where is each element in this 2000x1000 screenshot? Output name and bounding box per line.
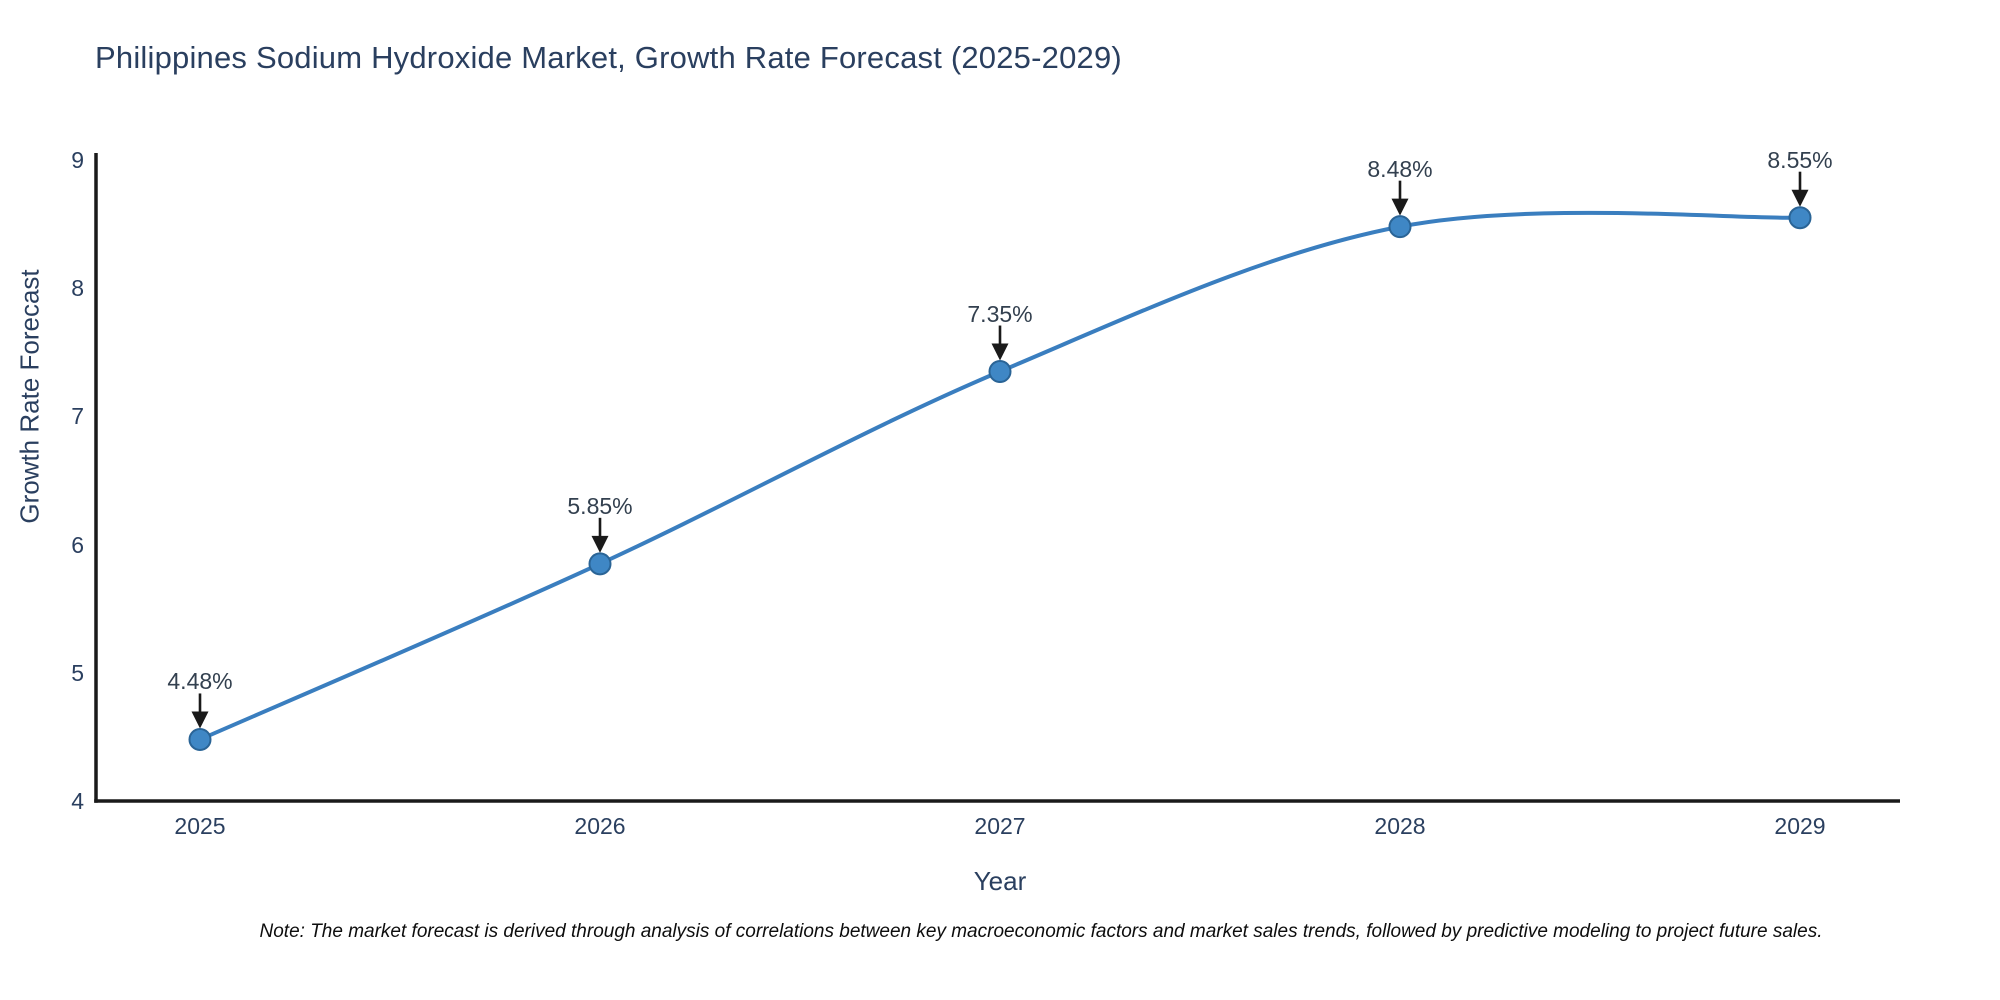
x-tick-label: 2026 xyxy=(574,813,626,839)
data-point-marker[interactable] xyxy=(588,552,612,576)
y-tick-label: 9 xyxy=(71,147,84,173)
y-tick-label: 8 xyxy=(71,275,84,302)
annotation-arrowhead-icon xyxy=(991,343,1009,361)
x-tick-label: 2027 xyxy=(974,813,1026,839)
data-point-label: 8.48% xyxy=(1367,155,1433,182)
forecast-line xyxy=(199,210,1801,742)
annotation-arrowhead-icon xyxy=(1791,189,1809,207)
x-tick-label: 2025 xyxy=(174,813,226,839)
x-axis-title: Year xyxy=(973,866,1027,896)
data-point-marker[interactable] xyxy=(188,727,212,751)
data-point-label: 7.35% xyxy=(967,300,1033,327)
annotation-arrowhead-icon xyxy=(191,711,209,729)
footnote: Note: The market forecast is derived thr… xyxy=(259,921,1823,942)
y-tick-label: 6 xyxy=(71,531,84,558)
data-point-label: 8.55% xyxy=(1767,146,1833,173)
data-point-label: 4.48% xyxy=(167,668,233,695)
y-tick-label: 4 xyxy=(71,788,84,814)
x-tick-label: 2028 xyxy=(1374,813,1426,839)
y-axis-title: Growth Rate Forecast xyxy=(14,269,45,524)
data-point-label: 5.85% xyxy=(567,492,633,519)
x-tick-label: 2029 xyxy=(1774,813,1826,839)
annotation-arrowhead-icon xyxy=(1391,198,1409,216)
chart-title: Philippines Sodium Hydroxide Market, Gro… xyxy=(95,40,1122,75)
data-point-marker[interactable] xyxy=(1788,206,1812,230)
data-point-marker[interactable] xyxy=(988,360,1012,384)
y-tick-label: 7 xyxy=(71,403,84,430)
data-point-marker[interactable] xyxy=(1388,215,1412,239)
annotation-arrowhead-icon xyxy=(591,535,609,553)
y-tick-label: 5 xyxy=(71,659,84,686)
